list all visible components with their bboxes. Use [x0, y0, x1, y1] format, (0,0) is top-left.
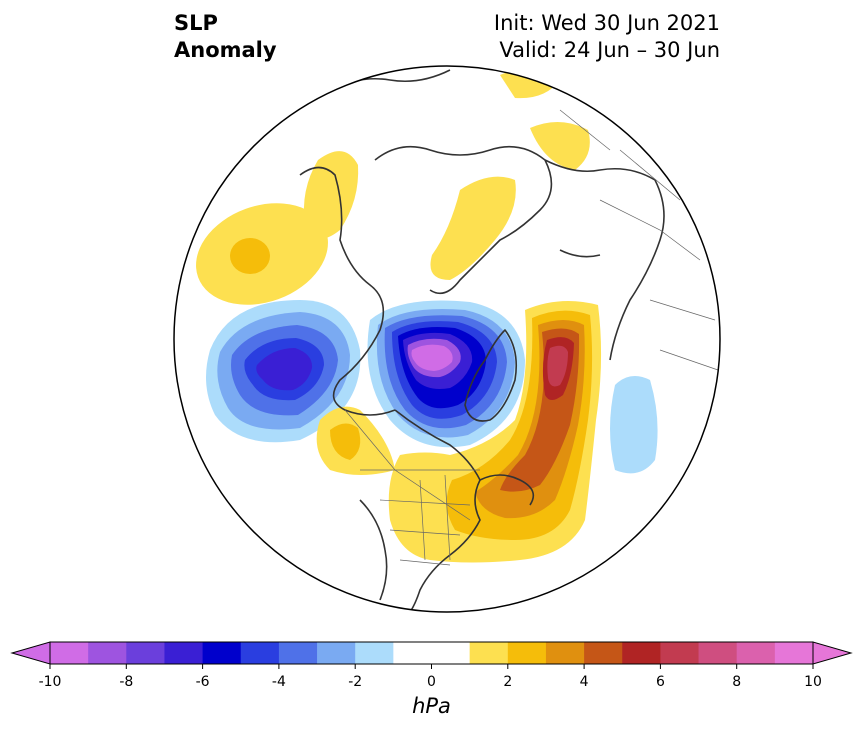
- colorbar-tick-label: 6: [656, 674, 665, 690]
- colorbar: -10 -8 -6 -4 -2 0 2 4 6 8 10: [10, 641, 853, 690]
- colorbar-segment: [164, 642, 204, 664]
- map-boundary: [173, 65, 721, 613]
- colorbar-tick-label: -8: [119, 674, 133, 690]
- colorbar-segment: [431, 642, 471, 664]
- colorbar-tick-label: 0: [427, 674, 436, 690]
- colorbar-segment: [88, 642, 127, 664]
- colorbar-segment: [584, 642, 623, 664]
- colorbar-segment: [240, 642, 280, 664]
- init-date: Init: Wed 30 Jun 2021: [493, 11, 720, 35]
- colorbar-segment: [469, 642, 509, 664]
- colorbar-segment: [126, 642, 165, 664]
- anomaly-positive-atlantic: [316, 301, 602, 563]
- colorbar-tick-label: -4: [272, 674, 286, 690]
- colorbar-segment: [393, 642, 432, 664]
- colorbar-extend-high: [812, 641, 853, 665]
- political-borders: [344, 109, 719, 566]
- colorbar-segment: [774, 642, 814, 664]
- anomaly-positive-alaska: [303, 151, 359, 239]
- colorbar-segment: [507, 642, 547, 664]
- anomaly-positive-pacific: [196, 203, 328, 305]
- colorbar-tick-label: -6: [196, 674, 210, 690]
- valid-range: Valid: 24 Jun – 30 Jun: [499, 38, 720, 62]
- colorbar-extend-low: [10, 641, 51, 665]
- colorbar-segments: [10, 641, 853, 665]
- colorbar-segment: [545, 642, 585, 664]
- colorbar-segment: [278, 642, 318, 664]
- colorbar-segment: [660, 642, 700, 664]
- forecast-dates: Init: Wed 30 Jun 2021 Valid: 24 Jun – 30…: [494, 10, 720, 64]
- anomaly-negative-arctic: [367, 300, 525, 448]
- colorbar-unit-label: hPa: [412, 694, 451, 718]
- colorbar-ticks: -10 -8 -6 -4 -2 0 2 4 6 8 10: [39, 664, 822, 690]
- colorbar-tick-label: 10: [804, 674, 822, 690]
- anomaly-negative-eastatlantic: [610, 376, 658, 474]
- colorbar-segment: [736, 642, 776, 664]
- title-line-1: SLP: [174, 11, 218, 35]
- colorbar-tick-label: 8: [732, 674, 741, 690]
- title-line-2: Anomaly: [174, 38, 277, 62]
- colorbar-segment: [317, 642, 356, 664]
- colorbar-tick-label: -2: [348, 674, 362, 690]
- anomaly-negative-pacific: [206, 300, 361, 443]
- polar-map: [173, 65, 721, 613]
- colorbar-segment: [698, 642, 738, 664]
- colorbar-segment: [622, 642, 661, 664]
- colorbar-tick-label: 4: [580, 674, 589, 690]
- colorbar-segment: [50, 642, 89, 664]
- colorbar-segment: [355, 642, 394, 664]
- colorbar-tick-label: -10: [39, 674, 62, 690]
- colorbar-segment: [202, 642, 242, 664]
- map-title: SLP Anomaly: [174, 10, 277, 64]
- coastlines: [299, 69, 665, 612]
- colorbar-tick-label: 2: [503, 674, 512, 690]
